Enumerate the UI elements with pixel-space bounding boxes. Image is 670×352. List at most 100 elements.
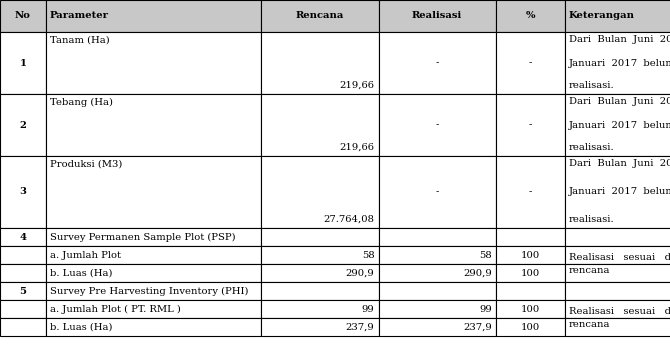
Bar xyxy=(261,300,379,318)
Text: Tanam (Ha): Tanam (Ha) xyxy=(50,36,109,44)
Bar xyxy=(496,228,565,246)
Bar xyxy=(379,318,496,336)
Text: -: - xyxy=(436,188,439,196)
Bar xyxy=(379,32,496,94)
Text: b. Luas (Ha): b. Luas (Ha) xyxy=(50,322,112,332)
Bar xyxy=(0,264,46,282)
Bar xyxy=(0,318,46,336)
Bar xyxy=(565,228,670,246)
Bar xyxy=(261,318,379,336)
Text: 1: 1 xyxy=(19,58,26,68)
Text: 99: 99 xyxy=(362,304,375,314)
Bar xyxy=(261,32,379,94)
Text: No: No xyxy=(15,12,31,20)
Text: Dari  Bulan  Juni  2016  –: Dari Bulan Juni 2016 – xyxy=(569,159,670,169)
Bar xyxy=(496,246,565,264)
Bar xyxy=(261,228,379,246)
Bar xyxy=(496,318,565,336)
Bar xyxy=(0,32,46,94)
Text: 4: 4 xyxy=(19,233,26,241)
Text: realisasi.: realisasi. xyxy=(569,214,614,224)
Text: 58: 58 xyxy=(362,251,375,259)
Bar xyxy=(261,0,379,32)
Bar xyxy=(496,282,565,300)
Text: Januari  2017  belum  ada: Januari 2017 belum ada xyxy=(569,58,670,68)
Bar xyxy=(565,156,670,228)
Text: 100: 100 xyxy=(521,269,540,277)
Bar xyxy=(496,94,565,156)
Bar xyxy=(0,246,46,264)
Text: Tebang (Ha): Tebang (Ha) xyxy=(50,98,113,107)
Text: 290,9: 290,9 xyxy=(463,269,492,277)
Bar xyxy=(379,0,496,32)
Bar xyxy=(565,318,670,336)
Bar xyxy=(565,300,670,318)
Bar xyxy=(0,0,46,32)
Text: Produksi (M3): Produksi (M3) xyxy=(50,159,122,169)
Text: 100: 100 xyxy=(521,304,540,314)
Text: Survey Pre Harvesting Inventory (PHI): Survey Pre Harvesting Inventory (PHI) xyxy=(50,287,248,296)
Bar xyxy=(46,156,261,228)
Text: 219,66: 219,66 xyxy=(340,143,375,151)
Text: 219,66: 219,66 xyxy=(340,81,375,89)
Bar xyxy=(261,156,379,228)
Text: -: - xyxy=(529,120,532,130)
Text: 2: 2 xyxy=(19,120,26,130)
Bar xyxy=(46,300,261,318)
Bar xyxy=(496,156,565,228)
Text: Januari  2017  belum  ada: Januari 2017 belum ada xyxy=(569,188,670,196)
Bar xyxy=(261,264,379,282)
Bar xyxy=(46,0,261,32)
Text: Realisasi   sesuai   dengan: Realisasi sesuai dengan xyxy=(569,307,670,316)
Text: Dari  Bulan  Juni  2016  –: Dari Bulan Juni 2016 – xyxy=(569,98,670,107)
Text: -: - xyxy=(529,188,532,196)
Bar xyxy=(565,94,670,156)
Text: -: - xyxy=(436,58,439,68)
Text: Realisasi   sesuai   dengan: Realisasi sesuai dengan xyxy=(569,253,670,262)
Bar xyxy=(0,94,46,156)
Bar xyxy=(496,300,565,318)
Text: realisasi.: realisasi. xyxy=(569,143,614,151)
Text: 5: 5 xyxy=(19,287,26,295)
Text: rencana: rencana xyxy=(569,266,610,275)
Text: 58: 58 xyxy=(479,251,492,259)
Bar xyxy=(379,228,496,246)
Text: Realisasi: Realisasi xyxy=(412,12,462,20)
Bar xyxy=(46,282,261,300)
Bar xyxy=(261,94,379,156)
Bar xyxy=(496,32,565,94)
Text: 100: 100 xyxy=(521,322,540,332)
Bar xyxy=(46,246,261,264)
Bar xyxy=(0,228,46,246)
Text: Rencana: Rencana xyxy=(295,12,344,20)
Bar xyxy=(0,282,46,300)
Bar xyxy=(261,246,379,264)
Text: 3: 3 xyxy=(19,188,26,196)
Text: Survey Permanen Sample Plot (PSP): Survey Permanen Sample Plot (PSP) xyxy=(50,232,235,241)
Text: 100: 100 xyxy=(521,251,540,259)
Text: b. Luas (Ha): b. Luas (Ha) xyxy=(50,269,112,277)
Text: 237,9: 237,9 xyxy=(463,322,492,332)
Text: realisasi.: realisasi. xyxy=(569,81,614,89)
Bar xyxy=(379,282,496,300)
Text: 99: 99 xyxy=(479,304,492,314)
Bar xyxy=(379,156,496,228)
Bar xyxy=(565,264,670,282)
Bar xyxy=(565,32,670,94)
Bar xyxy=(496,264,565,282)
Text: a. Jumlah Plot ( PT. RML ): a. Jumlah Plot ( PT. RML ) xyxy=(50,304,180,314)
Text: 27.764,08: 27.764,08 xyxy=(324,214,375,224)
Bar xyxy=(379,300,496,318)
Bar xyxy=(379,94,496,156)
Text: -: - xyxy=(529,58,532,68)
Bar xyxy=(46,318,261,336)
Text: Dari  Bulan  Juni  2016  –: Dari Bulan Juni 2016 – xyxy=(569,36,670,44)
Bar xyxy=(379,246,496,264)
Bar xyxy=(46,264,261,282)
Text: a. Jumlah Plot: a. Jumlah Plot xyxy=(50,251,121,259)
Bar xyxy=(565,246,670,264)
Bar xyxy=(46,32,261,94)
Bar xyxy=(379,264,496,282)
Bar xyxy=(565,282,670,300)
Bar xyxy=(46,228,261,246)
